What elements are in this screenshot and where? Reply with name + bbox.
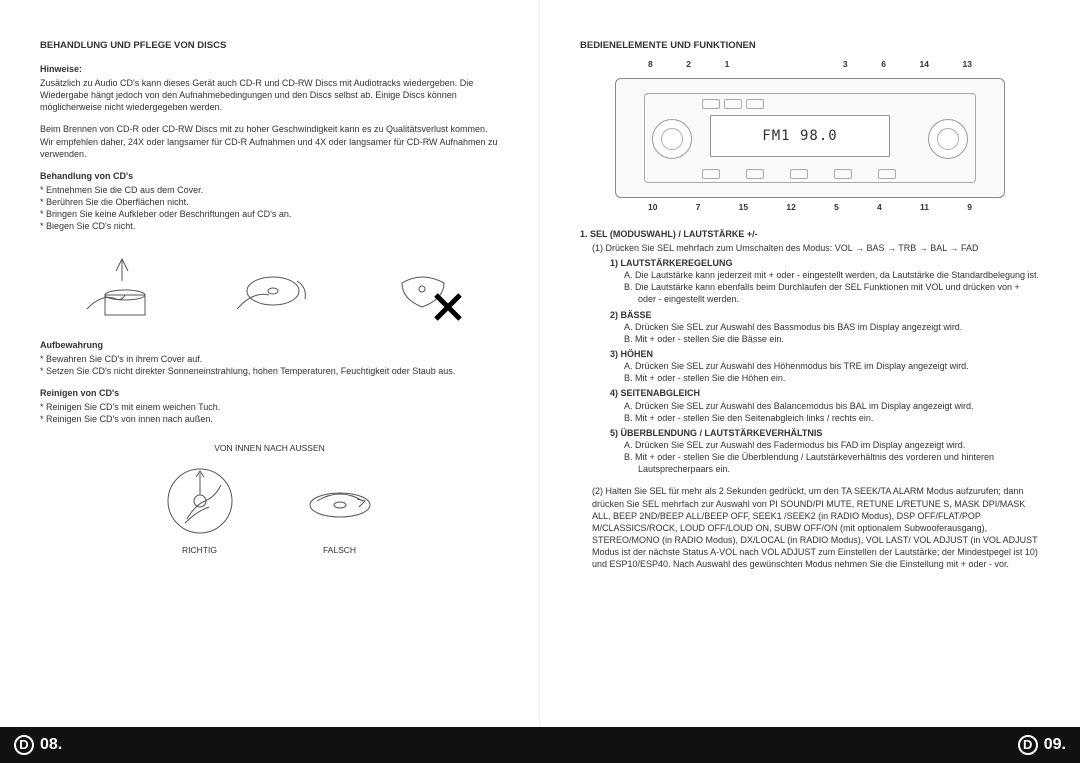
hints-label: Hinweise:: [40, 63, 499, 75]
storage-item: * Setzen Sie CD's nicht direkter Sonnene…: [40, 365, 499, 377]
hints-p1: Zusätzlich zu Audio CD's kann dieses Ger…: [40, 77, 499, 113]
handling-item: * Berühren Sie die Oberflächen nicht.: [40, 196, 499, 208]
preset-button-icon: [746, 169, 764, 179]
right-footer: D 09.: [540, 727, 1080, 763]
preset-button-icon: [746, 99, 764, 109]
preset-button-icon: [790, 169, 808, 179]
callout-num: 12: [786, 202, 795, 213]
storage-label: Aufbewahrung: [40, 339, 499, 351]
left-heading: BEHANDLUNG UND PFLEGE VON DISCS: [40, 40, 499, 53]
tune-knob-icon: [928, 119, 968, 159]
hints-p2: Beim Brennen von CD-R oder CD-RW Discs m…: [40, 123, 499, 159]
callout-num: 7: [696, 202, 701, 213]
callout-num: 11: [920, 202, 929, 213]
diagram-bottom-numbers: 10 7 15 12 5 4 11 9: [600, 202, 1020, 213]
sub4-label: 4) SEITENABGLEICH: [610, 387, 1040, 399]
callout-num: 5: [834, 202, 839, 213]
page-spread: BEHANDLUNG UND PFLEGE VON DISCS Hinweise…: [0, 0, 1080, 763]
sub4-a: A. Drücken Sie SEL zur Auswahl des Balan…: [624, 400, 1040, 412]
sub5-b: B. Mit + oder - stellen Sie die Überblen…: [624, 451, 1040, 475]
sub2-label: 2) BÄSSE: [610, 309, 1040, 321]
left-page-number: 08.: [40, 734, 62, 756]
sub1-label: 1) LAUTSTÄRKEREGELUNG: [610, 257, 1040, 269]
sub2-b: B. Mit + oder - stellen Sie die Bässe ei…: [624, 333, 1040, 345]
hand-hold-cd-icon: [225, 251, 315, 321]
sub1-b: B. Die Lautstärke kann ebenfalls beim Du…: [624, 281, 1040, 305]
wipe-correct-icon: [155, 461, 245, 541]
section2-body: (2) Halten Sie SEL für mehr als 2 Sekund…: [592, 485, 1040, 570]
sub3-b: B. Mit + oder - stellen Sie die Höhen ei…: [624, 372, 1040, 384]
callout-num: 6: [881, 59, 886, 70]
preset-button-icon: [702, 169, 720, 179]
wipe-illustrations: RICHTIG FALSCH: [40, 461, 499, 556]
volume-knob-icon: [652, 119, 692, 159]
right-page: BEDIENELEMENTE UND FUNKTIONEN 8 2 1 3 6 …: [540, 0, 1080, 763]
sub2-a: A. Drücken Sie SEL zur Auswahl des Bassm…: [624, 321, 1040, 333]
section1-intro: (1) Drücken Sie SEL mehrfach zum Umschal…: [592, 242, 1040, 254]
radio-diagram-wrapper: 8 2 1 3 6 14 13 FM1 98.0: [600, 59, 1020, 214]
callout-num: 1: [725, 59, 730, 70]
handling-item: * Biegen Sie CD's nicht.: [40, 220, 499, 232]
preset-button-icon: [878, 169, 896, 179]
no-bend-cd-icon: [378, 251, 468, 321]
page-letter-icon: D: [1018, 735, 1038, 755]
section1-title: 1. SEL (MODUSWAHL) / LAUTSTÄRKE +/-: [580, 228, 1040, 240]
wrong-label: FALSCH: [295, 545, 385, 556]
callout-num: 10: [648, 202, 657, 213]
sub3-a: A. Drücken Sie SEL zur Auswahl des Höhen…: [624, 360, 1040, 372]
handling-label: Behandlung von CD's: [40, 170, 499, 182]
left-footer: D 08.: [0, 727, 540, 763]
cleaning-item: * Reinigen Sie CD's mit einem weichen Tu…: [40, 401, 499, 413]
preset-button-icon: [702, 99, 720, 109]
wipe-caption: VON INNEN NACH AUSSEN: [40, 443, 499, 454]
handling-item: * Bringen Sie keine Aufkleber oder Besch…: [40, 208, 499, 220]
callout-num: 13: [963, 59, 972, 70]
hand-remove-cd-icon: [72, 251, 162, 321]
handling-item: * Entnehmen Sie die CD aus dem Cover.: [40, 184, 499, 196]
callout-num: 14: [919, 59, 928, 70]
sub1-a: A. Die Lautstärke kann jederzeit mit + o…: [624, 269, 1040, 281]
wipe-wrong-group: FALSCH: [295, 461, 385, 556]
cleaning-label: Reinigen von CD's: [40, 387, 499, 399]
wipe-wrong-icon: [295, 461, 385, 541]
right-heading: BEDIENELEMENTE UND FUNKTIONEN: [580, 40, 1040, 53]
storage-item: * Bewahren Sie CD's in ihrem Cover auf.: [40, 353, 499, 365]
page-letter-icon: D: [14, 735, 34, 755]
sub4-b: B. Mit + oder - stellen Sie den Seitenab…: [624, 412, 1040, 424]
car-radio-diagram: FM1 98.0: [615, 78, 1005, 198]
left-page: BEHANDLUNG UND PFLEGE VON DISCS Hinweise…: [0, 0, 540, 763]
callout-num: 2: [686, 59, 691, 70]
diagram-top-numbers: 8 2 1 3 6 14 13: [600, 59, 1020, 70]
callout-num: 15: [739, 202, 748, 213]
callout-num: 9: [967, 202, 972, 213]
sub3-label: 3) HÖHEN: [610, 348, 1040, 360]
wipe-correct-group: RICHTIG: [155, 461, 245, 556]
sub5-label: 5) ÜBERBLENDUNG / LAUTSTÄRKEVERHÄLTNIS: [610, 427, 1040, 439]
handling-illustrations: [40, 251, 499, 321]
callout-num: 8: [648, 59, 653, 70]
callout-num: 4: [877, 202, 882, 213]
cleaning-item: * Reinigen Sie CD's von innen nach außen…: [40, 413, 499, 425]
preset-button-icon: [834, 169, 852, 179]
callout-num: 3: [843, 59, 848, 70]
right-label: RICHTIG: [155, 545, 245, 556]
right-page-number: 09.: [1044, 734, 1066, 756]
preset-button-icon: [724, 99, 742, 109]
radio-display: FM1 98.0: [710, 115, 890, 157]
sub5-a: A. Drücken Sie SEL zur Auswahl des Fader…: [624, 439, 1040, 451]
